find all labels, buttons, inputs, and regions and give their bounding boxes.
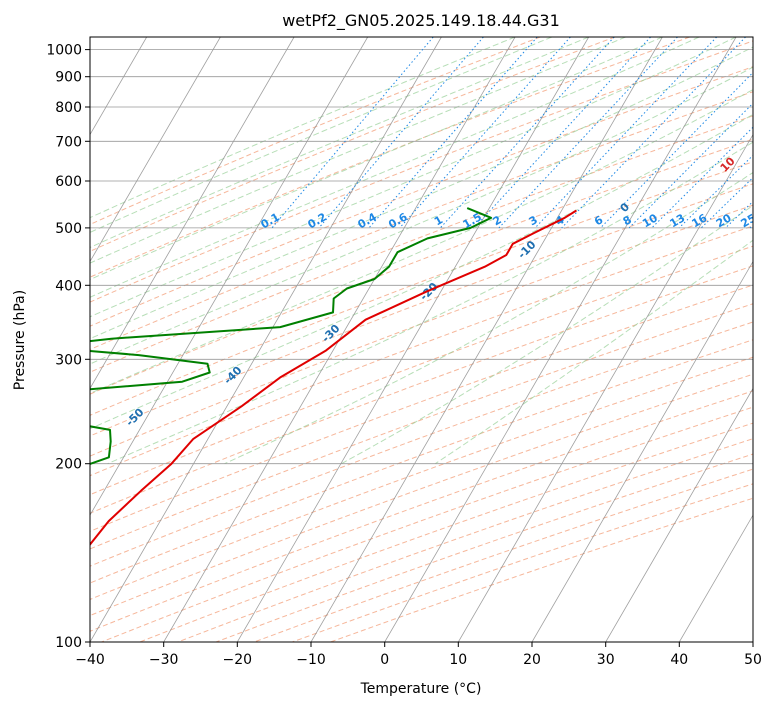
y-tick-label: 200 <box>55 457 82 473</box>
x-tick-label: −40 <box>75 652 105 668</box>
moist-adiabat <box>90 46 753 340</box>
isotherm-line <box>90 37 442 642</box>
moist-adiabat <box>90 37 700 298</box>
y-tick-label: 800 <box>55 100 82 116</box>
mixing-ratio-line <box>399 37 571 229</box>
y-axis-label: Pressure (hPa) <box>12 290 28 390</box>
dry-adiabat <box>90 373 753 617</box>
moist-adiabat <box>435 239 753 465</box>
y-tick-label: 700 <box>55 134 82 150</box>
isotherm-line <box>384 37 737 642</box>
dry-adiabat <box>90 66 753 327</box>
isotherm-line <box>90 37 369 516</box>
plot-frame <box>89 36 754 643</box>
y-tick-label: 1000 <box>46 43 82 59</box>
y-tick-label: 300 <box>55 352 82 368</box>
moist-adiabat <box>90 37 516 219</box>
dry-adiabat <box>90 265 753 514</box>
mixing-ratio-line <box>628 102 753 229</box>
moist-adiabat <box>90 37 737 318</box>
y-axis-ticks: 100 200 300 400 500 600 700 800 900 1000 <box>46 43 90 651</box>
moist-adiabat <box>224 172 753 465</box>
temperature-profile <box>90 209 577 547</box>
mixing-ratio-line <box>368 37 538 229</box>
y-tick-label: 400 <box>55 278 82 294</box>
moist-adiabat <box>107 141 753 465</box>
isotherm-label: -60 <box>25 447 48 470</box>
dry-adiabat <box>90 284 753 532</box>
dry-adiabat <box>90 161 753 416</box>
mixing-ratio-line <box>439 37 615 229</box>
isotherm-line <box>0 37 73 642</box>
dry-adiabat <box>90 37 541 226</box>
x-tick-label: 50 <box>744 652 762 668</box>
background-lines <box>0 37 775 642</box>
x-axis-ticks: −40 −30 −20 −10 0 10 20 30 40 50 <box>75 642 762 668</box>
mixing-ratio-line <box>271 37 434 229</box>
isotherm-line <box>457 133 753 642</box>
dry-adiabat <box>90 303 753 550</box>
isotherm-line <box>605 387 753 642</box>
x-tick-label: 30 <box>597 652 615 668</box>
mixing-ratio-line <box>749 224 753 229</box>
chart-title: wetPf2_GN05.2025.149.18.44.G31 <box>282 11 560 31</box>
dry-adiabat <box>90 356 753 600</box>
isotherm-line <box>678 514 753 642</box>
dry-adiabat <box>90 225 753 477</box>
x-tick-label: −10 <box>296 652 326 668</box>
dry-adiabat <box>90 37 616 252</box>
isotherm-line <box>531 260 753 642</box>
plot-background <box>90 37 753 642</box>
moist-adiabat <box>90 89 753 395</box>
dry-adiabat <box>90 245 753 496</box>
y-tick-label: 500 <box>55 221 82 237</box>
x-tick-label: 0 <box>380 652 389 668</box>
isotherm-line <box>90 37 221 263</box>
y-tick-label: 600 <box>55 174 82 190</box>
mixing-ratio-line <box>771 37 775 228</box>
x-axis-label: Temperature (°C) <box>360 681 482 697</box>
isotherm-line <box>310 37 663 642</box>
x-tick-label: 40 <box>670 652 688 668</box>
x-tick-label: −30 <box>149 652 179 668</box>
isotherm-line <box>90 37 295 390</box>
isotherm-line <box>236 37 590 642</box>
dry-adiabat <box>90 115 753 373</box>
dry-adiabat <box>90 339 753 584</box>
x-tick-label: −20 <box>223 652 253 668</box>
mixing-ratio-line <box>700 176 753 229</box>
y-tick-label: 900 <box>55 70 82 86</box>
isotherm-line <box>752 641 753 642</box>
moist-adiabat <box>90 37 663 281</box>
y-tick-label: 100 <box>55 635 82 651</box>
moist-adiabat <box>90 113 753 430</box>
profile-lines <box>90 207 577 547</box>
moist-adiabat <box>90 66 753 365</box>
mixing-ratio-label: 25 <box>739 211 759 230</box>
dry-adiabat <box>90 183 753 437</box>
mixing-ratio-line <box>561 37 746 229</box>
x-tick-label: 20 <box>523 652 541 668</box>
x-tick-label: 10 <box>449 652 467 668</box>
dewpoint-profile <box>90 207 493 465</box>
mixing-ratio-line <box>473 37 651 229</box>
mixing-ratio-label: 30 <box>759 211 775 230</box>
